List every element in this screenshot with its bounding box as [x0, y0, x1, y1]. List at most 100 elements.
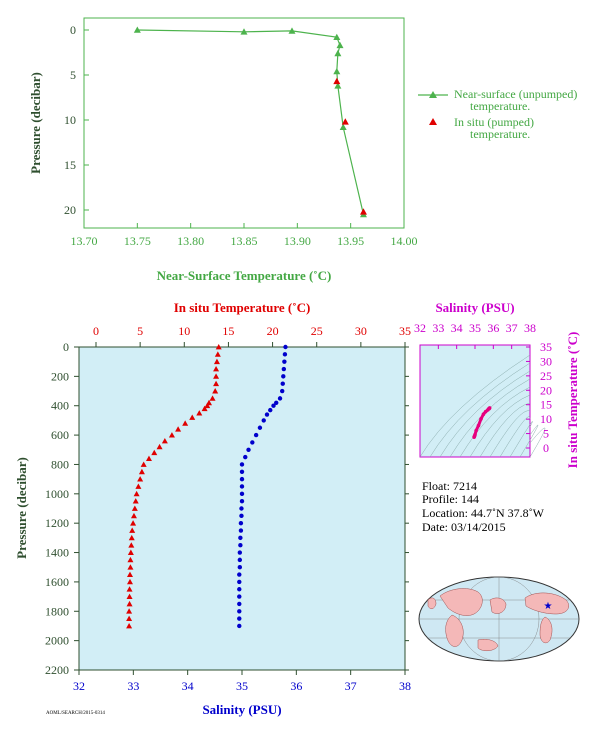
- date: Date: 03/14/2015: [422, 520, 506, 534]
- salinity-point: [281, 366, 287, 372]
- ts-point: [487, 406, 492, 410]
- salinity-point: [239, 469, 245, 474]
- salinity-point: [250, 440, 255, 445]
- near-surface-point: [334, 49, 342, 57]
- temperature-point: [213, 373, 220, 379]
- salinity-point: [237, 572, 242, 577]
- temperature-point: [213, 358, 220, 365]
- near-surface-point: [334, 82, 342, 89]
- temperature-point: [156, 443, 163, 450]
- salinity-point: [237, 616, 242, 621]
- in-situ-point: [333, 77, 341, 85]
- temperature-point: [209, 395, 216, 401]
- ts-y-tick-label: 10: [540, 412, 552, 426]
- ts-x-label: Salinity (PSU): [435, 300, 514, 315]
- salinity-tick-label: 32: [73, 679, 85, 693]
- ts-point: [474, 428, 478, 433]
- salinity-point: [239, 498, 245, 504]
- salinity-point: [239, 491, 245, 497]
- temperature-point: [126, 608, 133, 614]
- salinity-tick-label: 36: [290, 679, 302, 693]
- salinity-tick-label: 38: [399, 679, 411, 693]
- temperature-point: [204, 402, 211, 409]
- salinity-point: [274, 400, 279, 405]
- temperature-point: [212, 388, 219, 394]
- salinity-point: [280, 381, 285, 386]
- density-contour: [439, 370, 531, 458]
- salinity-point: [257, 425, 263, 430]
- ts-y-tick-label: 20: [540, 383, 552, 397]
- x-tick-label: 13.85: [231, 234, 258, 248]
- temperature-axis-label: In situ Temperature (˚C): [174, 300, 311, 315]
- temperature-point: [133, 490, 140, 497]
- salinity-point: [282, 352, 288, 357]
- salinity-point: [277, 396, 283, 401]
- near-surface-line: [137, 29, 365, 215]
- y-tick-label: 15: [64, 158, 76, 172]
- salinity-point: [281, 374, 286, 379]
- profile-chart: 0 5 10 15 20 25 30 35 32 33 34 35 36 37 38 0 200 400 600…: [14, 300, 411, 717]
- density-contour: [469, 394, 531, 458]
- pressure-tick-label: 1000: [45, 487, 69, 501]
- temperature-point: [182, 420, 189, 426]
- temperature-point: [127, 564, 134, 570]
- temperature-point: [135, 483, 142, 489]
- legend-near-surface-label-1: Near-surface (unpumped): [454, 87, 577, 101]
- temperature-point: [131, 505, 138, 511]
- salinity-point: [264, 412, 270, 417]
- ts-point: [473, 432, 477, 437]
- temperature-point: [126, 571, 133, 577]
- salinity-tick-label: 35: [236, 679, 248, 693]
- pressure-tick-label: 400: [51, 399, 69, 413]
- x-tick-label: 13.95: [337, 234, 364, 248]
- ts-x-tick-label: 35: [469, 321, 481, 335]
- density-contour: [419, 354, 531, 458]
- salinity-point: [238, 535, 243, 541]
- temperature-point: [161, 437, 168, 444]
- temp-tick-label: 10: [178, 324, 190, 338]
- salinity-point: [239, 476, 245, 482]
- ts-y-tick-label: 0: [543, 441, 549, 455]
- pressure-tick-label: 1600: [45, 575, 69, 589]
- temperature-point: [127, 556, 134, 563]
- x-tick-label: 13.70: [71, 234, 98, 248]
- x-tick-label: 13.80: [177, 234, 204, 248]
- temp-tick-label: 35: [399, 324, 411, 338]
- near-surface-x-axis: 13.70 13.75 13.80 13.85 13.90 13.95 14.00: [71, 223, 418, 248]
- temperature-point: [215, 344, 222, 350]
- float-location-star-icon: ★: [544, 601, 553, 612]
- near-surface-chart: 13.70 13.75 13.80 13.85 13.90 13.95 14.00 0 5 10…: [28, 17, 577, 283]
- temperature-point: [175, 426, 182, 432]
- pressure-axis: 0 200 400 600 800 1000 1200 1400 1600 1800 2000 220…: [45, 340, 409, 677]
- ts-x-tick-label: 36: [487, 321, 499, 335]
- salinity-point: [282, 359, 287, 364]
- temperature-point: [145, 455, 152, 461]
- near-surface-point: [333, 67, 341, 75]
- ts-point: [481, 412, 486, 417]
- salinity-point: [238, 528, 244, 533]
- near-surface-point: [288, 27, 296, 34]
- ts-x-tick-label: 32: [414, 321, 426, 335]
- temperature-point: [126, 615, 133, 622]
- temperature-point: [126, 593, 133, 599]
- density-contours: [419, 354, 546, 458]
- temp-tick-label: 25: [311, 324, 323, 338]
- ts-y-tick-label: 35: [540, 340, 552, 354]
- salinity-point: [243, 454, 248, 460]
- ts-x-tick-label: 33: [432, 321, 444, 335]
- temperature-point: [128, 542, 135, 548]
- temperature-point: [126, 578, 133, 585]
- y-tick-label: 5: [70, 68, 76, 82]
- profile-number: Profile: 144: [422, 492, 479, 506]
- legend-green-triangle: [429, 91, 437, 98]
- float-id: Float: 7214: [422, 479, 477, 493]
- x-tick-label: 13.75: [124, 234, 151, 248]
- temperature-point: [201, 405, 208, 412]
- salinity-point: [237, 609, 242, 614]
- temperature-point: [127, 549, 134, 555]
- temp-tick-label: 0: [93, 324, 99, 338]
- salinity-point: [239, 513, 244, 519]
- in-situ-point: [341, 118, 349, 125]
- y-tick-label: 20: [64, 203, 76, 217]
